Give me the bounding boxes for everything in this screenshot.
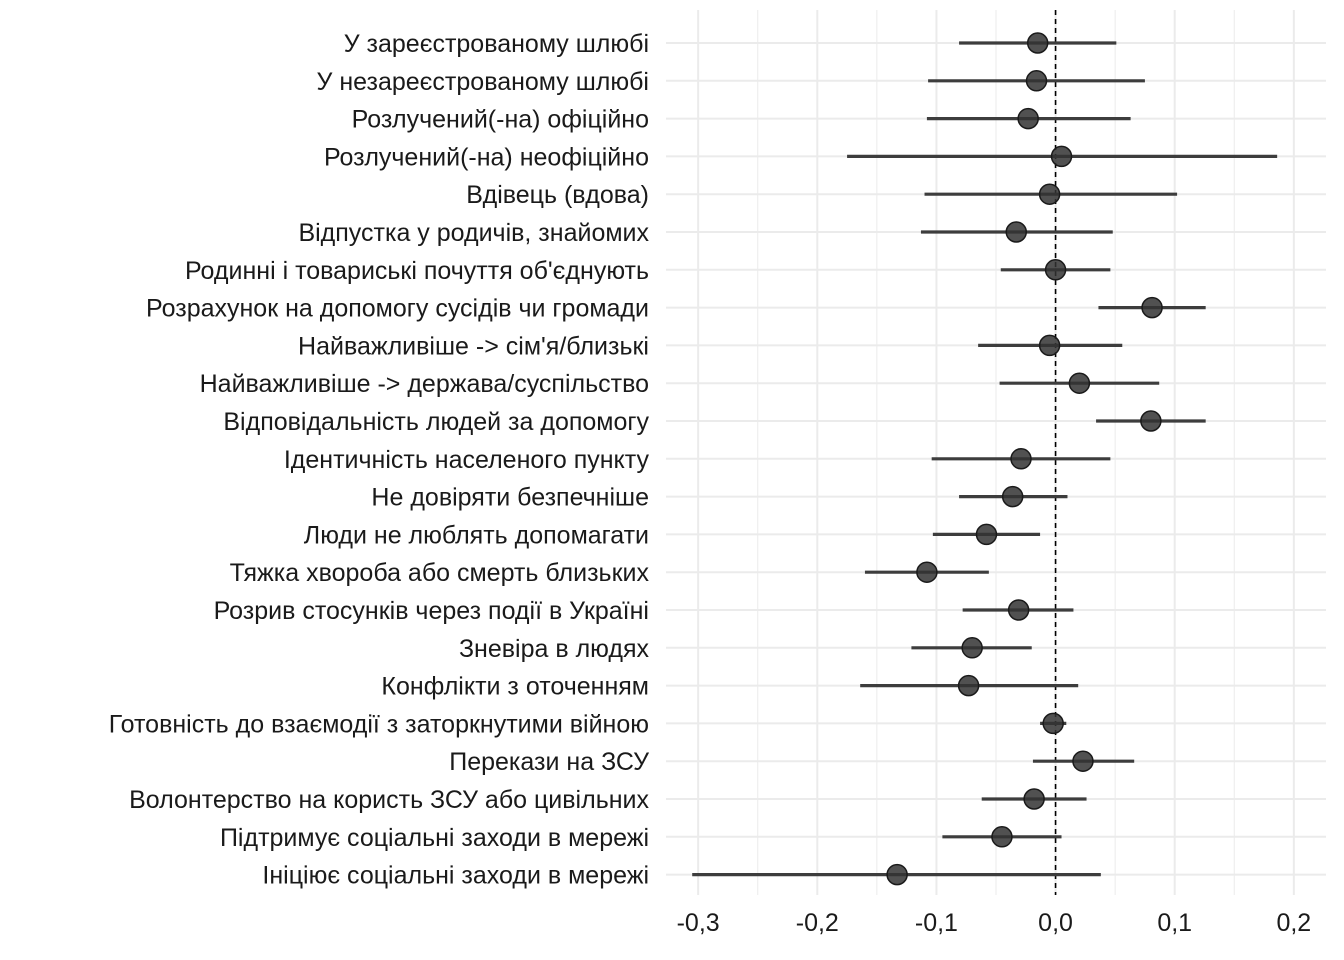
point-estimate — [1017, 107, 1039, 130]
point-estimate — [957, 674, 980, 697]
x-tick-label: 0,0 — [1038, 909, 1073, 937]
x-tick-label: 0,1 — [1157, 909, 1192, 937]
row-label: Найважливіше -> держава/суспільство — [200, 370, 649, 398]
row-label: Ініціює соціальні заходи в мережі — [262, 862, 649, 890]
x-tick-label: 0,2 — [1276, 909, 1311, 937]
point-estimate — [1023, 788, 1045, 810]
x-tick-label: -0,3 — [677, 909, 720, 937]
x-tick-label: -0,2 — [796, 909, 839, 937]
row-label: Підтримує соціальні заходи в мережі — [220, 824, 649, 852]
x-tick-label: -0,1 — [915, 909, 958, 937]
point-estimate — [916, 561, 938, 583]
point-estimate — [975, 523, 998, 546]
row-label: Родинні і товариські почуття об'єднують — [185, 257, 649, 285]
point-estimate — [1140, 410, 1162, 432]
point-estimate — [1026, 32, 1049, 54]
row-label: Люди не люблять допомагати — [304, 521, 649, 549]
row-label: Відпустка у родичів, знайомих — [298, 219, 649, 247]
point-estimate — [1001, 485, 1024, 508]
point-estimate — [1010, 448, 1032, 470]
point-estimate — [1038, 183, 1061, 205]
row-label: Ідентичність населеного пункту — [284, 446, 650, 474]
grid — [666, 10, 1326, 895]
point-estimate — [1038, 334, 1061, 357]
point-estimate — [1025, 70, 1048, 92]
row-label: Розрахунок на допомогу сусідів чи громад… — [146, 295, 649, 323]
point-estimates — [886, 32, 1163, 886]
point-estimate — [1005, 221, 1028, 243]
point-estimate — [1141, 296, 1163, 319]
point-estimate — [886, 863, 908, 886]
row-labels: У зареєстрованому шлюбі У незареєстровано… — [109, 30, 650, 890]
row-label: Найважливіше -> сім'я/близькі — [298, 332, 649, 360]
point-estimate — [1068, 372, 1091, 394]
row-label: Розлучений(-на) неофіційно — [324, 143, 649, 171]
row-label: Волонтерство на користь ЗСУ або цивільни… — [129, 786, 649, 814]
point-estimate — [1044, 259, 1067, 281]
row-label: Відповідальність людей за допомогу — [223, 408, 649, 436]
row-label: Зневіра в людях — [459, 635, 650, 663]
row-label: У зареєстрованому шлюбі — [344, 30, 649, 58]
point-estimate — [961, 637, 983, 659]
point-estimate — [1007, 599, 1030, 621]
confidence-intervals — [692, 41, 1278, 877]
point-estimate — [1042, 712, 1064, 735]
point-estimate — [991, 826, 1013, 848]
point-estimate — [1050, 145, 1073, 168]
row-label: Вдівець (вдова) — [466, 181, 649, 209]
row-label: Розлучений(-на) офіційно — [352, 106, 649, 134]
x-axis-tick-labels: -0,3 -0,2 -0,1 0,0 0,1 0,2 — [677, 909, 1312, 937]
row-label: Не довіряти безпечніше — [371, 484, 649, 512]
row-label: Розрив стосунків через події в Україні — [214, 597, 649, 625]
point-estimate — [1072, 750, 1094, 772]
row-label: Готовність до взаємодії з заторкнутими в… — [109, 710, 649, 738]
row-label: Перекази на ЗСУ — [449, 748, 649, 776]
row-label: Конфлікти з оточенням — [381, 673, 649, 701]
row-label: Тяжка хвороба або смерть близьких — [230, 559, 650, 587]
row-label: У незареєстрованому шлюбі — [317, 68, 649, 96]
